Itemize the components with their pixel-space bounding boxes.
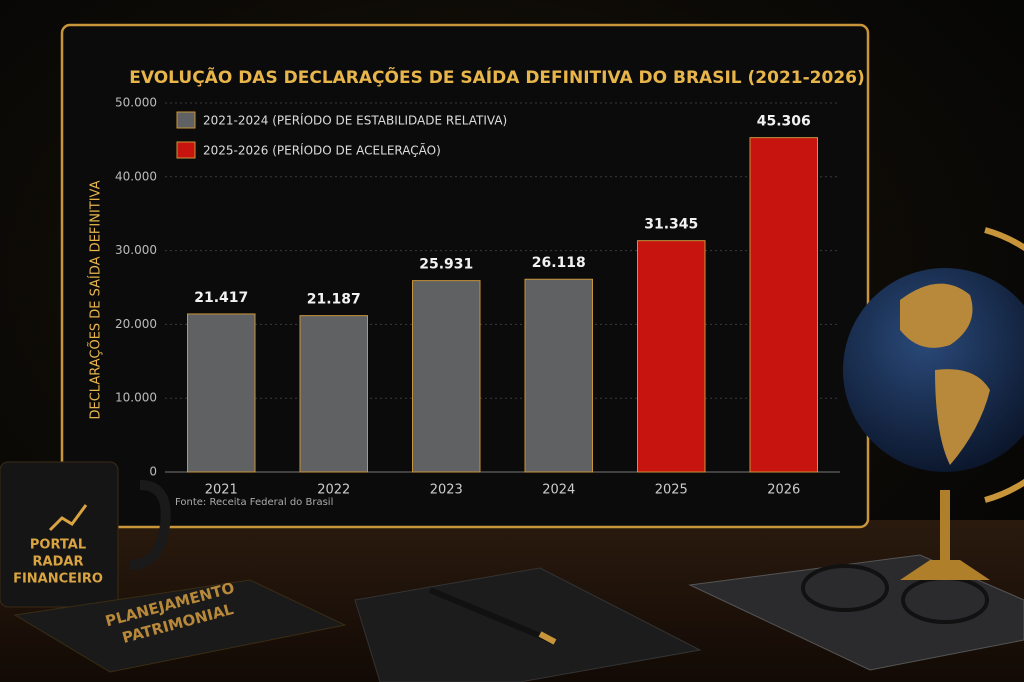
mug-text: RADAR (33, 555, 84, 570)
value-label: 31.345 (644, 217, 698, 233)
value-label: 25.931 (419, 257, 473, 273)
bar (299, 315, 368, 473)
x-tick-label: 2025 (655, 483, 688, 498)
chart: 0 10.000 20.000 30.000 40.000 50.000 2021 2022 2… (115, 96, 840, 498)
bar (412, 280, 481, 473)
book: PLANEJAMENTO PATRIMONIAL (13, 579, 347, 673)
x-tick-label: 2022 (317, 483, 350, 498)
mug: PORTAL RADAR FINANCEIRO (0, 461, 171, 608)
x-tick-label: 2026 (767, 483, 800, 498)
x-tick-label: 2021 (205, 483, 238, 498)
value-label: 45.306 (757, 114, 811, 130)
bar (637, 240, 706, 473)
value-label: 21.187 (307, 292, 361, 308)
chart-title: EVOLUÇÃO DAS DECLARAÇÕES DE SAÍDA DEFINI… (129, 65, 865, 88)
value-label: 21.417 (194, 290, 248, 306)
mug-text: PORTAL (30, 538, 86, 553)
legend-swatch (176, 111, 196, 129)
y-tick-label: 10.000 (115, 391, 157, 405)
notebook (354, 567, 702, 682)
source: Fonte: Receita Federal do Brasil (175, 497, 333, 508)
y-tick-label: 20.000 (115, 317, 157, 331)
globe (843, 227, 1024, 580)
x-tick-label: 2024 (542, 483, 575, 498)
mug-text: FINANCEIRO (13, 572, 103, 587)
y-tick-label: 40.000 (115, 169, 157, 183)
legend-label: 2025-2026 (PERÍODO DE ACELERAÇÃO) (203, 143, 441, 158)
laptop (688, 554, 1024, 671)
y-tick-label: 0 (149, 465, 157, 479)
value-label: 26.118 (532, 255, 586, 271)
y-tick-label: 30.000 (115, 243, 157, 257)
bar (187, 313, 256, 473)
legend-swatch (176, 141, 196, 159)
x-tick-label: 2023 (430, 483, 463, 498)
y-tick-label: 50.000 (115, 96, 157, 110)
bar (524, 278, 593, 473)
y-axis-label: DECLARAÇÕES DE SAÍDA DEFINITIVA (88, 180, 104, 419)
bar (749, 137, 818, 473)
legend-label: 2021-2024 (PERÍODO DE ESTABILIDADE RELAT… (203, 113, 507, 128)
